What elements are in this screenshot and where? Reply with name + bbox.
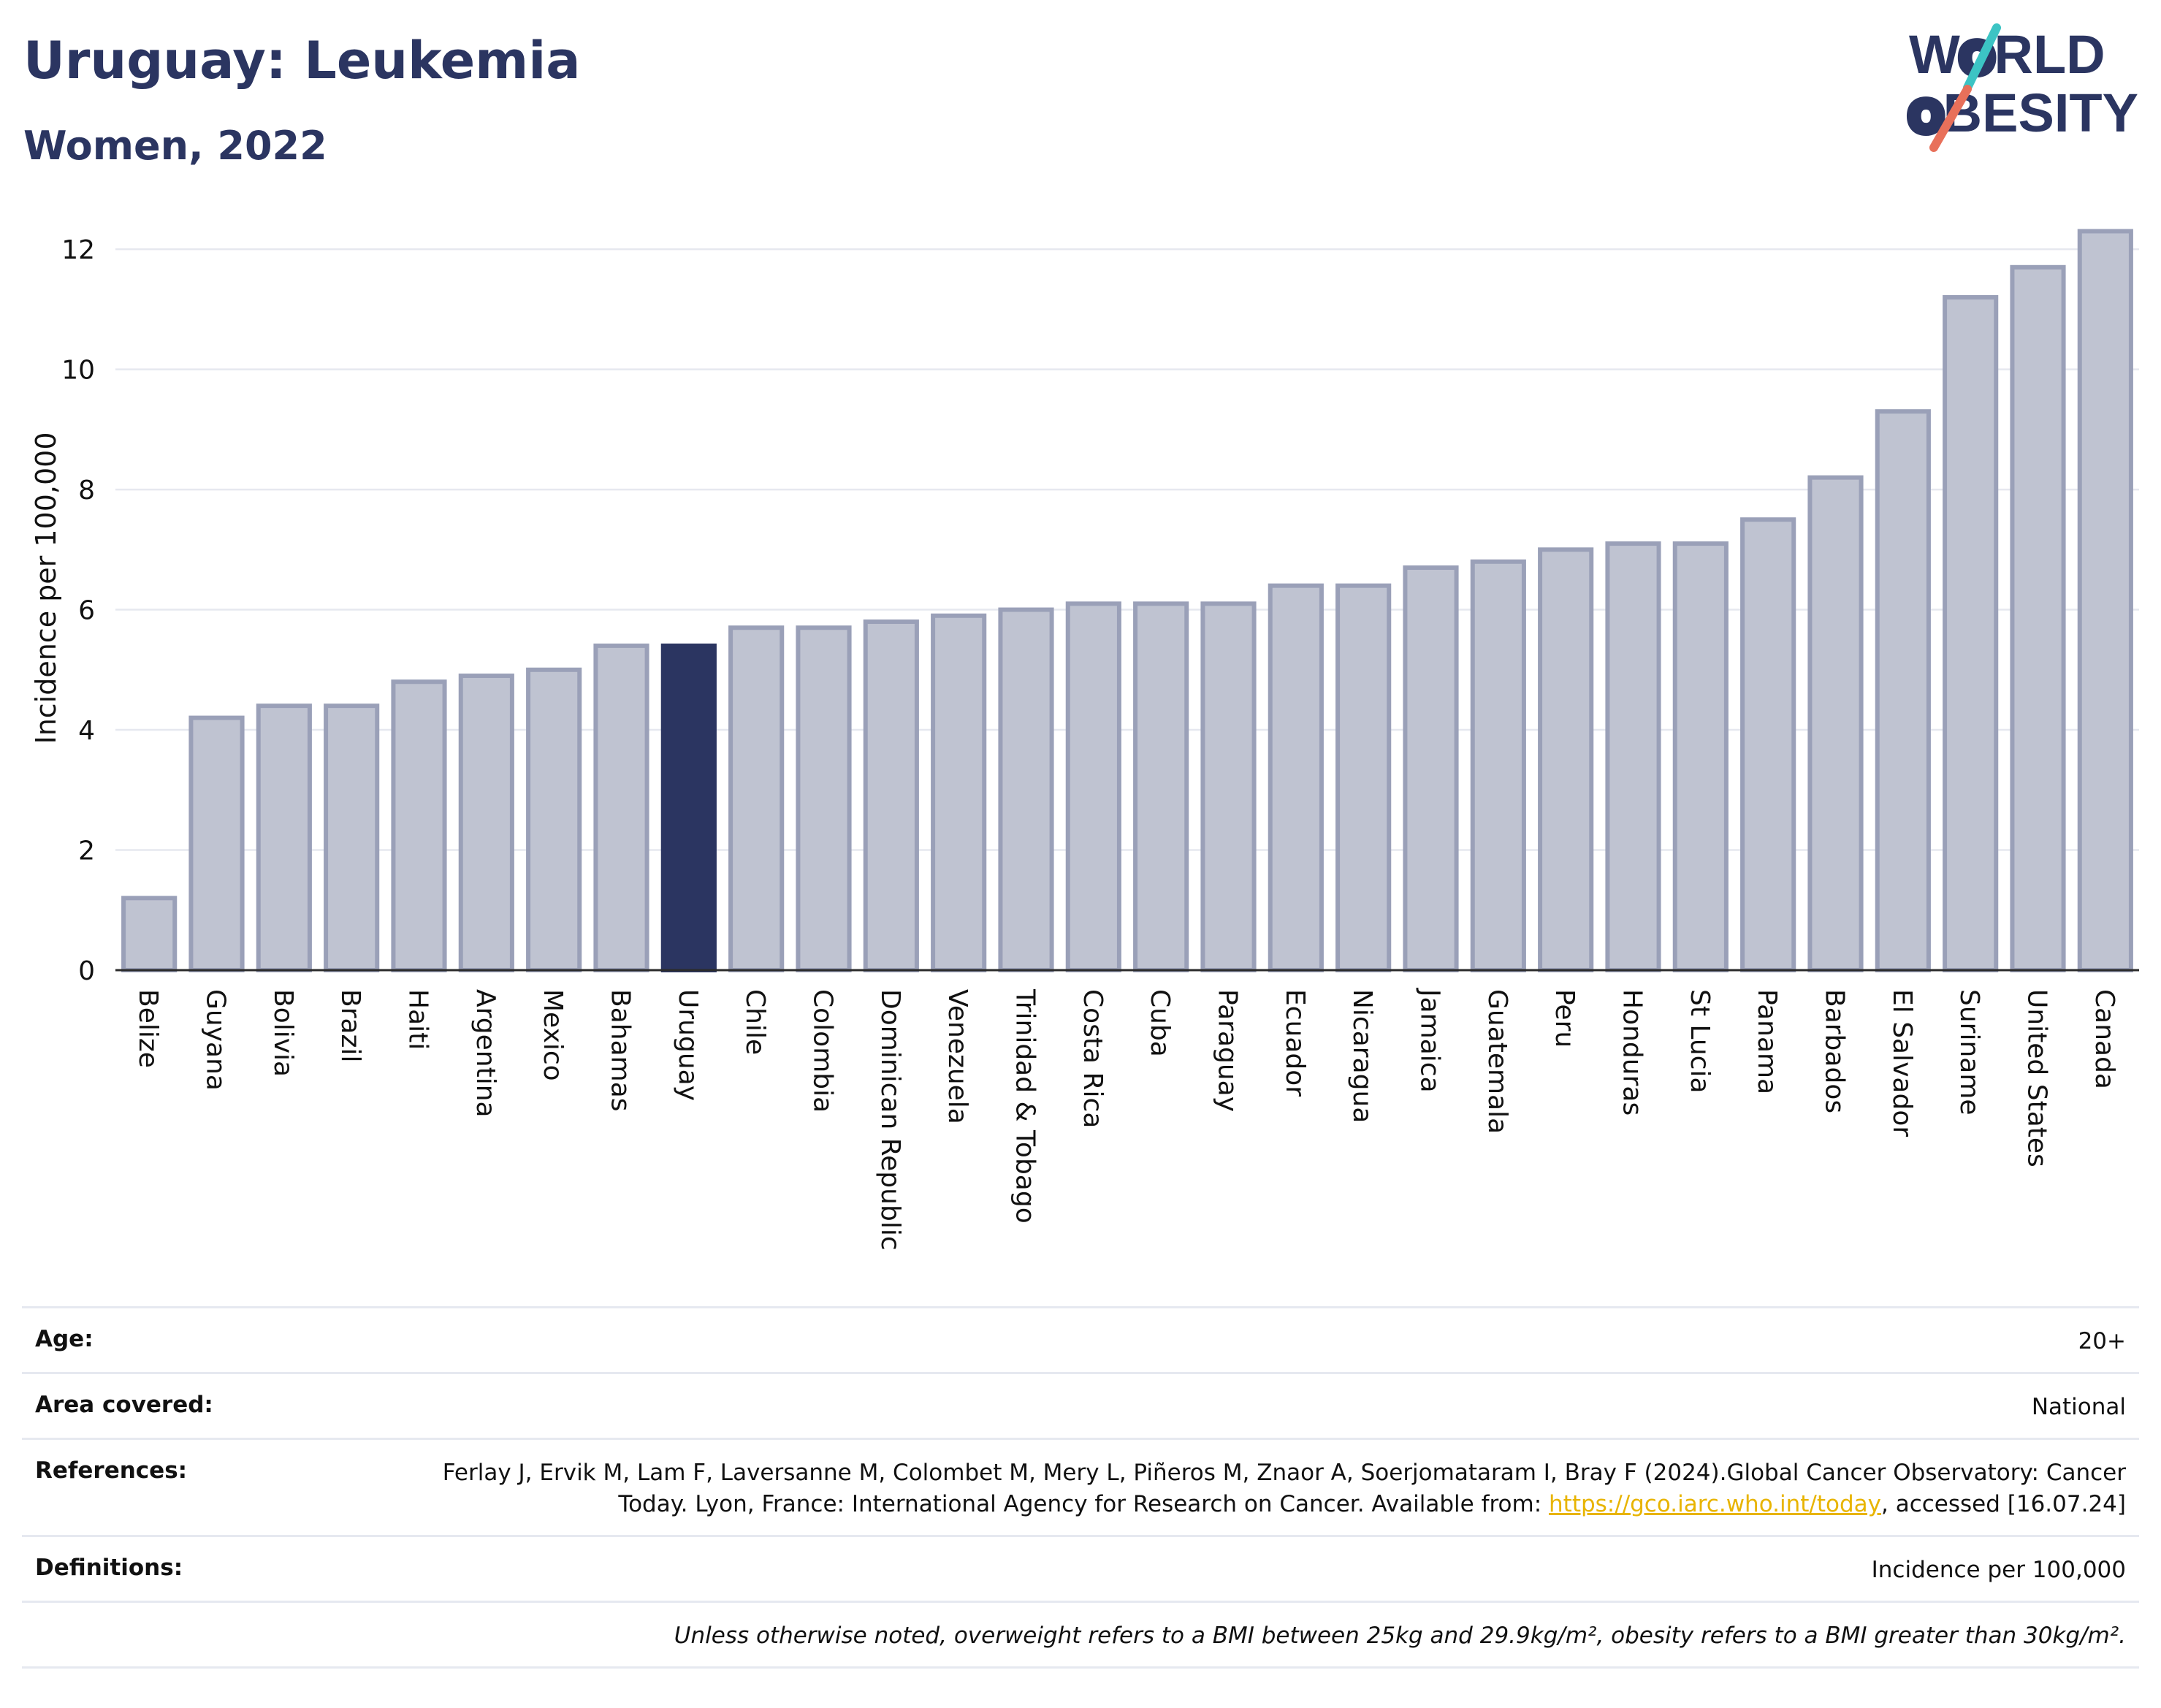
logo-slash-teal <box>1963 23 2001 92</box>
references-label: References: <box>35 1457 188 1484</box>
x-tick-label: Bahamas <box>606 989 636 1112</box>
bar <box>863 619 919 972</box>
bmi-note: Unless otherwise noted, overweight refer… <box>674 1623 2126 1649</box>
world-obesity-logo: WORLD OBESITY <box>1905 23 2138 152</box>
bar <box>324 704 380 972</box>
bar <box>796 625 852 972</box>
x-tick-label: Guyana <box>201 989 231 1091</box>
x-tick-label: Colombia <box>808 989 838 1113</box>
info-row-area: Area covered: National <box>22 1372 2139 1438</box>
x-tick-label: Honduras <box>1617 989 1647 1116</box>
references-accessed: , accessed [16.07.24] <box>1880 1491 2126 1517</box>
references-value: Ferlay J, Ervik M, Lam F, Laversanne M, … <box>387 1457 2126 1520</box>
x-tick-label: Paraguay <box>1213 989 1243 1112</box>
x-tick-label: Ecuador <box>1280 989 1310 1097</box>
info-row-references: References: Ferlay J, Ervik M, Lam F, La… <box>22 1438 2139 1535</box>
bar <box>1403 565 1459 972</box>
references-text: Ferlay J, Ervik M, Lam F, Laversanne M, … <box>442 1460 2126 1517</box>
bar <box>1605 541 1661 972</box>
bar <box>1200 601 1257 972</box>
references-link[interactable]: https://gco.iarc.who.int/today <box>1549 1491 1881 1517</box>
y-tick-label: 12 <box>61 235 95 265</box>
bar <box>458 674 514 972</box>
x-tick-label: Haiti <box>403 989 433 1050</box>
bar <box>391 679 447 972</box>
x-tick-label: St Lucia <box>1685 989 1715 1094</box>
bar <box>1943 294 1999 972</box>
area-label: Area covered: <box>35 1392 213 1418</box>
area-value: National <box>2031 1394 2126 1420</box>
bar <box>1672 541 1729 972</box>
bar <box>1268 583 1324 972</box>
bar <box>660 643 717 972</box>
x-tick-label: Nicaragua <box>1347 989 1377 1123</box>
y-axis-label: Incidence per 100,000 <box>30 432 62 744</box>
bar <box>1335 583 1392 972</box>
info-table: Age: 20+ Area covered: National Referenc… <box>22 1306 2139 1669</box>
chart-title: Uruguay: Leukemia <box>23 31 581 91</box>
bar <box>931 613 987 972</box>
bar <box>121 896 178 973</box>
x-tick-label: United States <box>2022 989 2052 1167</box>
x-tick-label: Cuba <box>1145 989 1175 1057</box>
x-tick-label: Venezuela <box>942 989 972 1124</box>
x-tick-label: Suriname <box>1954 989 1984 1116</box>
bar <box>256 704 312 972</box>
y-tick-label: 0 <box>78 956 95 986</box>
logo-slash-coral <box>1929 85 1972 152</box>
x-tick-label: Panama <box>1752 989 1782 1094</box>
x-tick-label: Canada <box>2089 989 2119 1089</box>
definitions-value: Incidence per 100,000 <box>1871 1557 2126 1583</box>
bar <box>998 607 1054 972</box>
y-tick-label: 2 <box>78 836 95 866</box>
x-tick-label: Chile <box>740 989 770 1055</box>
x-tick-label: Trinidad & Tobago <box>1010 988 1040 1224</box>
x-tick-label: Argentina <box>470 989 500 1118</box>
x-tick-label: Dominican Republic <box>875 989 905 1251</box>
chart-subtitle: Women, 2022 <box>23 123 327 169</box>
bar <box>1538 547 1594 972</box>
bar <box>1740 517 1796 972</box>
bar <box>1470 559 1526 972</box>
x-tick-label: Peru <box>1550 989 1579 1048</box>
bar <box>2010 264 2066 972</box>
bar <box>188 715 245 972</box>
bar <box>1875 409 1931 972</box>
bar <box>526 667 582 972</box>
gridlines <box>115 248 2139 851</box>
axes: 0 2 4 6 8 10 12 Belize Guyana Bolivia Brazil Haiti A… <box>61 235 2139 1251</box>
x-tick-label: Mexico <box>538 989 568 1081</box>
x-tick-label: Barbados <box>1820 989 1850 1113</box>
y-tick-label: 8 <box>78 476 95 506</box>
info-row-definitions: Definitions: Incidence per 100,000 <box>22 1535 2139 1601</box>
bar <box>1065 601 1121 972</box>
definitions-label: Definitions: <box>35 1555 183 1581</box>
x-tick-label: Costa Rica <box>1078 989 1108 1128</box>
y-tick-label: 6 <box>78 596 95 626</box>
x-tick-label: El Salvador <box>1887 989 1917 1137</box>
age-label: Age: <box>35 1326 94 1352</box>
age-value: 20+ <box>2078 1328 2126 1354</box>
bar <box>1807 475 1864 972</box>
x-tick-label: Jamaica <box>1415 988 1445 1093</box>
info-row-note: Unless otherwise noted, overweight refer… <box>22 1601 2139 1669</box>
bars <box>121 229 2133 973</box>
bar-chart: 0 2 4 6 8 10 12 Belize Guyana Bolivia Brazil Haiti A… <box>30 229 2139 1251</box>
bar <box>2077 229 2133 972</box>
logo-line2: OBESITY <box>1909 83 2138 143</box>
x-tick-label: Guatemala <box>1482 989 1512 1134</box>
x-tick-label: Bolivia <box>268 989 298 1077</box>
x-tick-label: Uruguay <box>673 989 703 1101</box>
info-row-age: Age: 20+ <box>22 1306 2139 1372</box>
x-tick-label: Brazil <box>335 989 365 1062</box>
y-tick-label: 10 <box>61 356 95 386</box>
bar <box>728 625 785 972</box>
y-tick-label: 4 <box>78 716 95 746</box>
bar <box>593 643 649 972</box>
x-tick-label: Belize <box>133 989 163 1068</box>
bar <box>1133 601 1189 972</box>
